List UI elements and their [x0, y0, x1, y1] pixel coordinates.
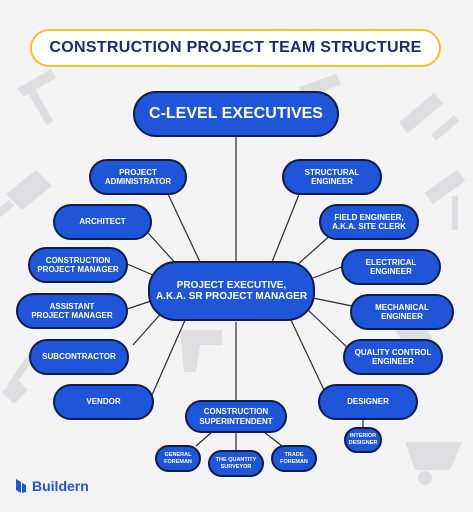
node-general-foreman: GENERAL FOREMAN [155, 445, 201, 472]
node-structural-engineer: STRUCTURAL ENGINEER [282, 159, 382, 195]
node-construction-superintendent: CONSTRUCTION SUPERINTENDENT [185, 400, 287, 433]
connector-super-to-trade [263, 431, 283, 447]
node-c-level-executives: C-LEVEL EXECUTIVES [133, 91, 339, 137]
node-field-engineer: FIELD ENGINEER, A.K.A. SITE CLERK [319, 204, 419, 240]
brand-logo: Buildern [14, 478, 89, 494]
connector-designer [289, 317, 325, 391]
node-vendor: VENDOR [53, 384, 154, 420]
node-project-executive: PROJECT EXECUTIVE, A.K.A. SR PROJECT MAN… [148, 261, 315, 321]
node-construction-project-manager: CONSTRUCTION PROJECT MANAGER [28, 247, 128, 283]
buildern-logo-icon [16, 479, 26, 493]
node-designer: DESIGNER [318, 384, 418, 420]
node-electrical-engineer: ELECTRICAL ENGINEER [341, 249, 441, 285]
node-subcontractor: SUBCONTRACTOR [29, 339, 129, 375]
node-architect: ARCHITECT [53, 204, 152, 240]
connector-admin [167, 193, 201, 263]
node-interior-designer: INTERIOR DESIGNER [344, 427, 382, 453]
connector-vendor [151, 317, 187, 396]
node-project-administrator: PROJECT ADMINISTRATOR [89, 159, 187, 195]
node-quality-control-engineer: QUALITY CONTROL ENGINEER [343, 339, 443, 375]
connector-qc [307, 309, 351, 351]
brand-name: Buildern [32, 478, 89, 494]
connector-structural [271, 191, 301, 263]
node-trade-foreman: TRADE FOREMAN [271, 445, 317, 472]
node-mechanical-engineer: MECHANICAL ENGINEER [350, 294, 454, 330]
diagram-title: CONSTRUCTION PROJECT TEAM STRUCTURE [30, 29, 441, 67]
connector-super-to-general [195, 431, 213, 447]
node-assistant-project-manager: ASSISTANT PROJECT MANAGER [16, 293, 128, 329]
connector-electrical [312, 265, 345, 279]
node-quantity-surveyor: THE QUANTITY SURVEYOR [208, 450, 264, 477]
connector-mechanical [312, 297, 353, 307]
